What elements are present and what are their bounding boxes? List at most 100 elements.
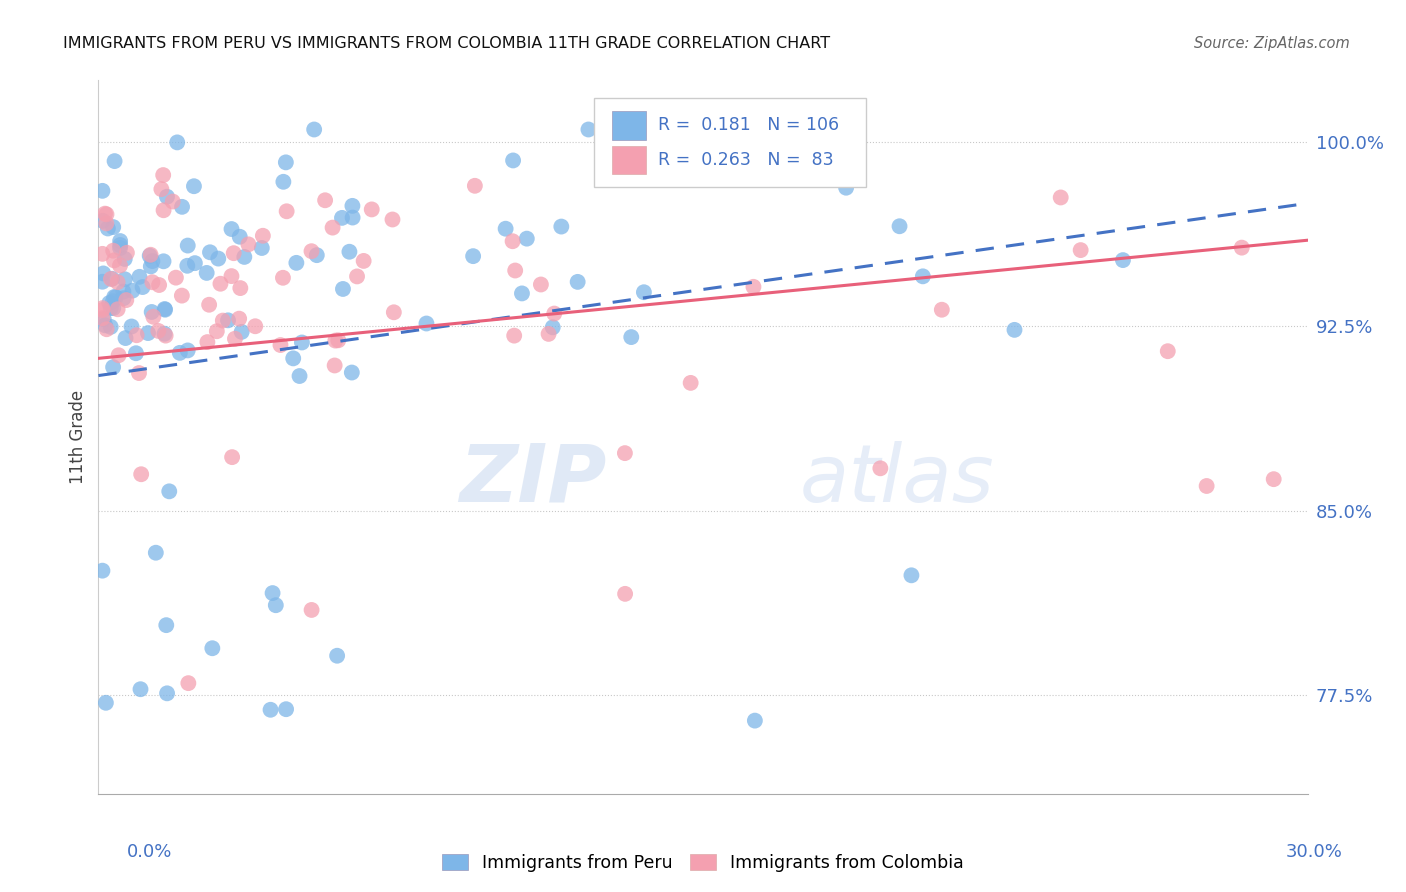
Point [381,212,404,227]
Point [112,285,135,299]
Point [323,359,346,373]
Point [502,153,524,168]
Point [198,245,221,260]
Point [101,272,124,286]
Point [516,232,538,246]
Point [222,246,245,260]
Point [889,219,911,234]
Point [301,603,323,617]
Point [283,351,305,366]
Point [288,369,311,384]
Point [112,291,135,305]
Point [503,263,526,277]
Point [176,259,198,273]
Point [332,282,354,296]
Point [114,331,136,345]
Point [91,247,114,261]
Point [107,275,129,289]
Point [96,216,118,230]
Point [94,696,117,710]
Point [121,284,143,298]
Point [183,179,205,194]
Point [269,338,291,352]
Point [330,211,353,225]
Point [98,296,121,310]
Point [170,200,193,214]
Point [145,546,167,560]
Point [415,317,437,331]
FancyBboxPatch shape [613,111,647,139]
Point [91,267,114,281]
Point [100,319,122,334]
Point [93,312,115,326]
Point [835,180,858,194]
Point [148,324,170,338]
Point [342,199,364,213]
Point [114,272,136,286]
Point [142,310,165,324]
Point [503,328,526,343]
Point [155,328,177,343]
Text: 0.0%: 0.0% [127,843,172,861]
Point [301,244,323,259]
Point [1004,323,1026,337]
Point [221,269,243,284]
Point [96,207,118,221]
Point [274,155,297,169]
Point [346,269,368,284]
Point [314,194,336,208]
Point [209,277,232,291]
Point [217,313,239,327]
Point [91,564,114,578]
Point [101,294,124,309]
Point [326,648,349,663]
Point [211,313,233,327]
Point [104,290,127,304]
Point [141,305,163,319]
Point [148,278,170,293]
Point [125,328,148,343]
Point [103,301,125,315]
Point [259,703,281,717]
Point [166,136,188,150]
Point [108,259,131,273]
Point [177,238,200,252]
Point [1112,253,1135,268]
Point [495,221,517,235]
Point [162,194,184,209]
Point [100,301,122,315]
Point [156,190,179,204]
Point [198,298,221,312]
Point [271,270,294,285]
Point [136,326,159,340]
Point [250,241,273,255]
Text: IMMIGRANTS FROM PERU VS IMMIGRANTS FROM COLOMBIA 11TH GRADE CORRELATION CHART: IMMIGRANTS FROM PERU VS IMMIGRANTS FROM … [63,36,831,51]
Y-axis label: 11th Grade: 11th Grade [69,390,87,484]
Point [155,618,177,632]
FancyBboxPatch shape [595,98,866,187]
Point [305,248,328,262]
Point [262,586,284,600]
Point [165,270,187,285]
Point [614,587,637,601]
Point [103,220,125,235]
Point [340,366,363,380]
Point [121,319,143,334]
Point [245,319,267,334]
Point [578,122,600,136]
Point [382,305,405,319]
Point [342,211,364,225]
Point [264,598,287,612]
Point [125,346,148,360]
Text: R =  0.181   N = 106: R = 0.181 N = 106 [658,116,839,134]
Point [276,204,298,219]
Point [177,676,200,690]
Point [153,301,176,316]
Point [152,203,174,218]
Point [97,221,120,235]
Point [184,256,207,270]
Point [620,330,643,344]
Point [567,275,589,289]
Point [103,244,125,258]
Point [91,303,114,318]
